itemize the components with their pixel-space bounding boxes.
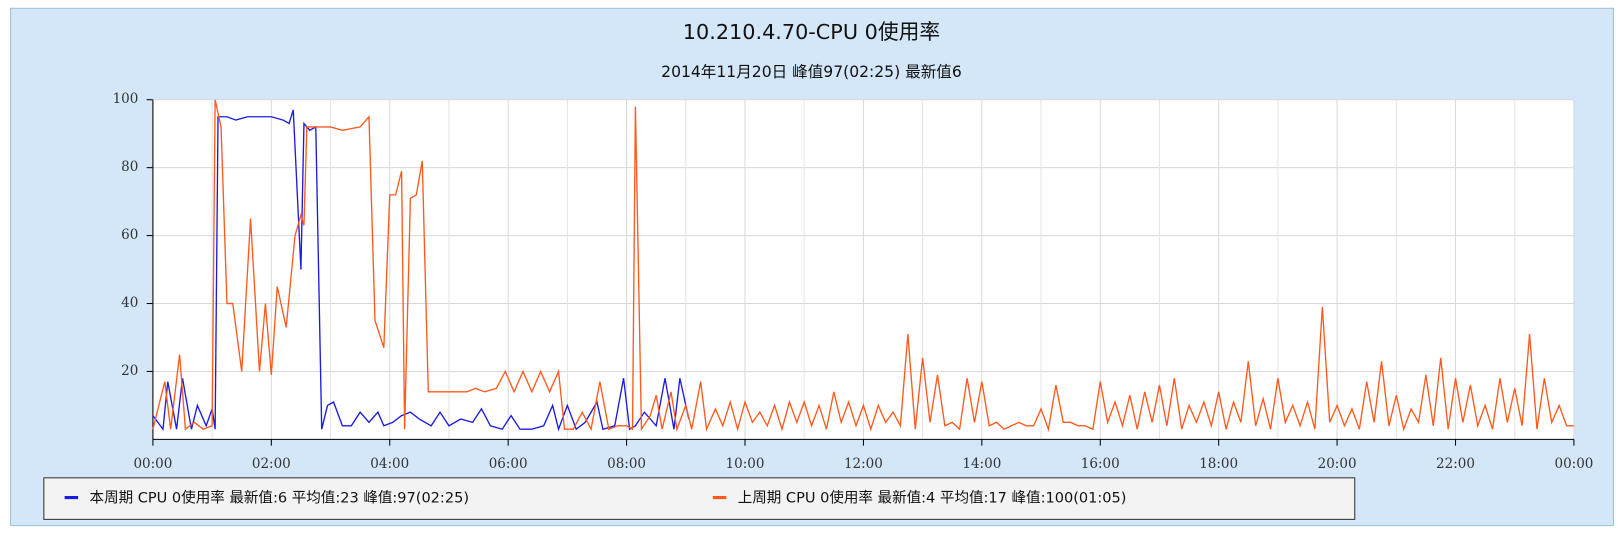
x-tick-label: 04:00 xyxy=(370,456,409,472)
x-tick-label: 16:00 xyxy=(1081,456,1120,472)
x-tick-label: 06:00 xyxy=(489,456,528,472)
x-tick-label: 20:00 xyxy=(1318,456,1357,472)
x-tick-label: 22:00 xyxy=(1436,456,1475,472)
series-line xyxy=(152,109,690,432)
lines xyxy=(152,99,1574,432)
x-tick-label: 02:00 xyxy=(252,456,291,472)
x-tick-label: 00:00 xyxy=(1554,456,1593,472)
legend-label: 上周期 CPU 0使用率 最新值:4 平均值:17 峰值:100(01:05) xyxy=(738,490,1127,507)
series-line xyxy=(152,99,1574,432)
x-tick-label: 00:00 xyxy=(133,456,172,472)
x-tick-label: 18:00 xyxy=(1199,456,1238,472)
legend xyxy=(43,477,1356,520)
legend-label: 本周期 CPU 0使用率 最新值:6 平均值:23 峰值:97(02:25) xyxy=(90,490,469,507)
y-tick-label: 40 xyxy=(121,295,138,311)
chart-subtitle: 2014年11月20日 峰值97(02:25) 最新值6 xyxy=(661,63,962,81)
x-tick-label: 10:00 xyxy=(726,456,765,472)
y-tick-label: 80 xyxy=(121,159,138,175)
y-tick-label: 100 xyxy=(113,91,139,107)
x-tick-label: 12:00 xyxy=(844,456,883,472)
chart-title: 10.210.4.70-CPU 0使用率 xyxy=(683,20,940,44)
y-tick-label: 60 xyxy=(121,227,138,243)
y-tick-label: 20 xyxy=(121,363,138,379)
x-tick-label: 14:00 xyxy=(962,456,1001,472)
x-tick-label: 08:00 xyxy=(607,456,646,472)
